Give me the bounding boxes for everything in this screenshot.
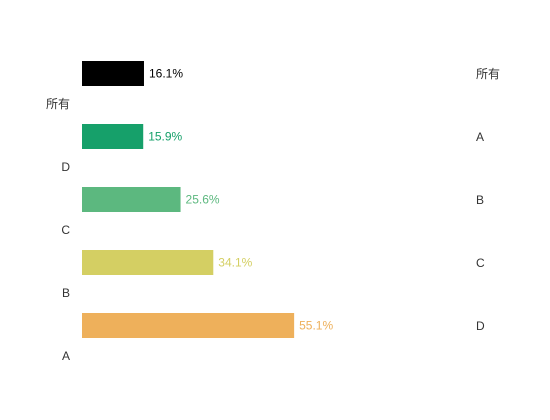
legend-item: D <box>476 319 485 333</box>
legend-item: B <box>476 193 484 207</box>
y-tick-label: A <box>62 349 70 363</box>
legend-item: 所有 <box>476 67 500 81</box>
y-tick-label: B <box>62 286 70 300</box>
bar-value-label: 25.6% <box>186 193 220 207</box>
y-tick-label: 所有 <box>46 97 70 111</box>
y-tick-label: C <box>61 223 70 237</box>
y-tick-label: D <box>61 160 70 174</box>
bar <box>82 313 295 338</box>
bar-value-label: 34.1% <box>218 256 252 270</box>
bar-value-label: 55.1% <box>299 319 333 333</box>
bar <box>82 61 144 86</box>
bar <box>82 250 214 275</box>
bar <box>82 187 181 212</box>
legend-item: C <box>476 256 485 270</box>
bar-value-label: 15.9% <box>148 130 182 144</box>
bar-value-label: 16.1% <box>149 67 183 81</box>
legend-item: A <box>476 130 484 144</box>
bar <box>82 124 144 149</box>
